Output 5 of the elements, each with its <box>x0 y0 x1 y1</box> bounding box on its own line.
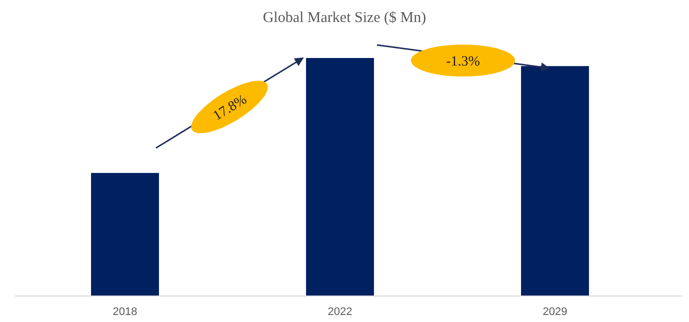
x-tick-label: 2018 <box>112 306 138 318</box>
x-tick-label: 2029 <box>542 306 568 318</box>
x-tick-label: 2022 <box>328 306 352 318</box>
chart-title: Global Market Size ($ Mn) <box>262 10 426 26</box>
annotation: -1.3% <box>446 54 480 70</box>
